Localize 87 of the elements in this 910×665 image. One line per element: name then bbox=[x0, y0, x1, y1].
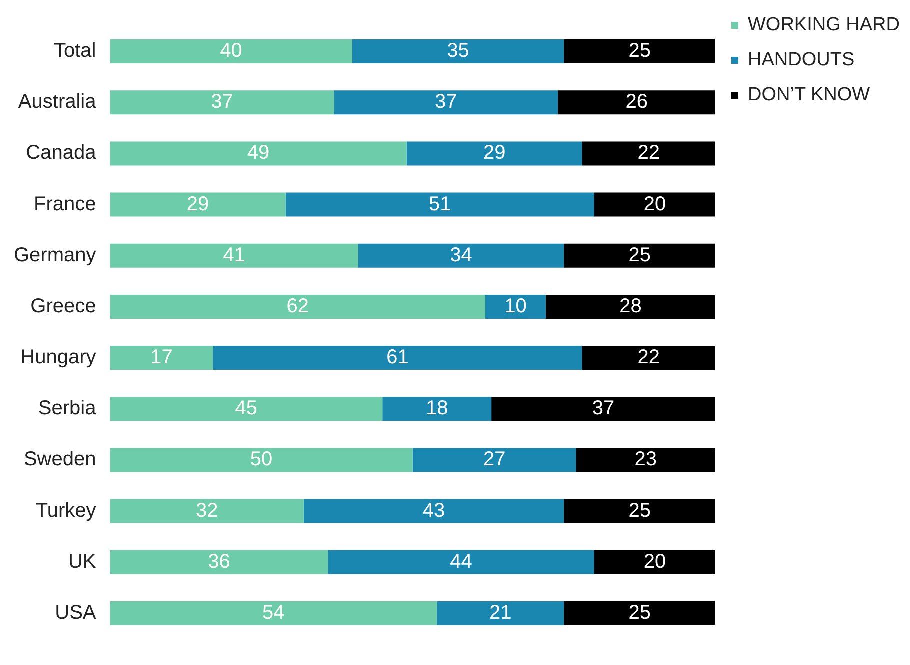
data-label: 32 bbox=[196, 500, 218, 522]
data-label: 25 bbox=[628, 40, 651, 62]
y-tick-label: Germany bbox=[14, 244, 96, 266]
data-label: 34 bbox=[450, 244, 472, 266]
data-label: 26 bbox=[626, 91, 648, 114]
data-label: 17 bbox=[150, 346, 173, 369]
y-tick-label: Greece bbox=[30, 295, 96, 318]
bar bbox=[382, 397, 492, 422]
y-tick-label: Sweden bbox=[24, 448, 96, 471]
bar bbox=[492, 397, 716, 422]
bar bbox=[412, 448, 576, 472]
data-label: 62 bbox=[286, 295, 309, 318]
data-label: 27 bbox=[483, 448, 506, 471]
bar bbox=[110, 346, 214, 370]
bar bbox=[594, 550, 716, 574]
bar bbox=[546, 294, 716, 319]
bar bbox=[110, 244, 358, 268]
bar bbox=[576, 448, 716, 472]
data-label: 36 bbox=[208, 550, 230, 573]
y-tick-label: Total bbox=[54, 40, 96, 62]
data-label: 29 bbox=[186, 193, 210, 216]
bar bbox=[582, 346, 716, 370]
bar bbox=[110, 448, 413, 472]
bar bbox=[286, 192, 594, 217]
data-label: 28 bbox=[620, 295, 642, 318]
bar bbox=[437, 601, 564, 626]
y-tick-label: Australia bbox=[18, 91, 98, 114]
bar bbox=[358, 244, 564, 268]
bar bbox=[213, 346, 582, 370]
data-label: 25 bbox=[628, 500, 651, 522]
data-label: 10 bbox=[504, 295, 527, 318]
data-label: 35 bbox=[447, 40, 470, 62]
data-label: 44 bbox=[450, 550, 472, 573]
data-label: 50 bbox=[250, 448, 273, 471]
bar bbox=[328, 550, 594, 574]
bar bbox=[582, 142, 716, 166]
y-tick-label: Serbia bbox=[38, 398, 98, 420]
data-label: 20 bbox=[644, 193, 666, 216]
bar bbox=[564, 244, 716, 268]
data-label: 45 bbox=[235, 398, 258, 420]
bar bbox=[304, 499, 564, 524]
data-label: 41 bbox=[223, 244, 246, 266]
data-label: 25 bbox=[628, 602, 651, 624]
data-label: 37 bbox=[435, 91, 458, 114]
y-tick-label: Canada bbox=[26, 142, 98, 164]
data-label: 22 bbox=[638, 142, 660, 164]
y-tick-label: UK bbox=[68, 550, 97, 573]
data-label: 37 bbox=[211, 91, 234, 114]
bar bbox=[110, 294, 486, 319]
bar bbox=[110, 192, 286, 217]
data-label: 37 bbox=[592, 398, 615, 420]
bar bbox=[110, 601, 438, 626]
data-label: 40 bbox=[220, 40, 242, 62]
y-tick-label: USA bbox=[55, 602, 97, 624]
y-tick-label: Turkey bbox=[36, 500, 96, 522]
bar bbox=[110, 90, 334, 115]
bar bbox=[558, 90, 716, 115]
data-label: 54 bbox=[262, 602, 285, 624]
bar bbox=[486, 294, 546, 319]
legend-label: HANDOUTS bbox=[748, 50, 855, 71]
data-label: 49 bbox=[247, 142, 270, 164]
data-label: 51 bbox=[428, 193, 452, 216]
data-label: 18 bbox=[426, 398, 448, 420]
bar bbox=[594, 192, 716, 217]
data-label: 29 bbox=[483, 142, 506, 164]
bar bbox=[110, 142, 407, 166]
data-label: 20 bbox=[644, 550, 666, 573]
data-label: 23 bbox=[634, 448, 658, 471]
data-label: 22 bbox=[638, 346, 660, 369]
y-tick-label: France bbox=[34, 193, 96, 216]
bar bbox=[564, 40, 716, 64]
data-label: 21 bbox=[490, 602, 512, 624]
bar bbox=[110, 499, 304, 524]
bar bbox=[110, 550, 328, 574]
bar bbox=[352, 40, 564, 64]
bar bbox=[564, 499, 716, 524]
bar bbox=[110, 40, 352, 64]
bar bbox=[110, 397, 383, 422]
legend-label: WORKING HARD bbox=[748, 14, 900, 36]
bar bbox=[564, 601, 716, 626]
data-label: 61 bbox=[386, 346, 409, 369]
y-tick-label: Hungary bbox=[20, 346, 96, 369]
data-label: 43 bbox=[422, 500, 446, 522]
bar bbox=[334, 90, 558, 115]
bar bbox=[406, 142, 582, 166]
data-label: 25 bbox=[628, 244, 651, 266]
legend-label: DON’T KNOW bbox=[748, 84, 870, 106]
